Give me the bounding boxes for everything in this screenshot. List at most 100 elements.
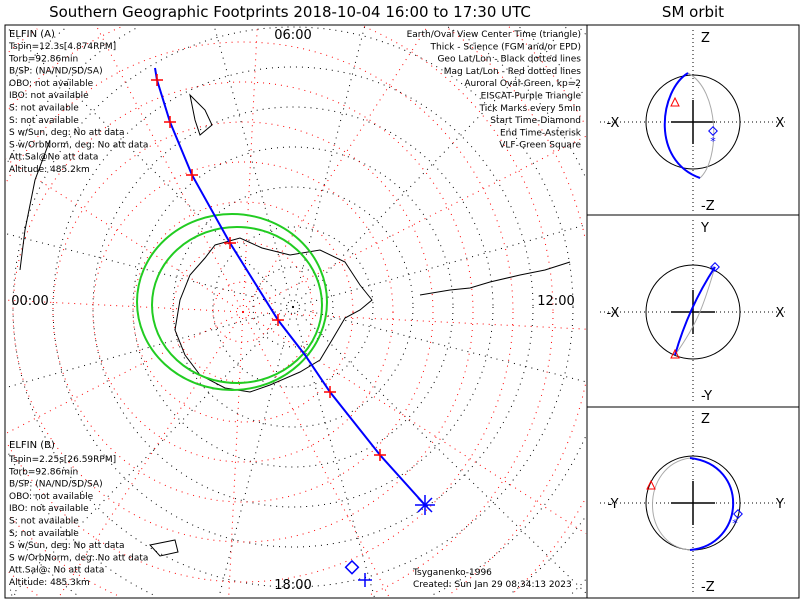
model-label: Tsyganenko-1996 (412, 568, 492, 578)
start-diamond-icon (708, 126, 718, 136)
mag-longitude-line (58, 311, 244, 598)
legend-item: Mag Lat/Lon - Red dotted lines (444, 67, 582, 77)
axis-label-left: -X (607, 306, 620, 321)
axis-label-bottom: -Y (701, 389, 712, 404)
legend-item: Start Time-Diamond (490, 116, 581, 126)
view-center-triangle-icon (670, 348, 680, 359)
axis-label-right: Y (775, 497, 784, 512)
elfin-a-name: ELFIN (A) (9, 29, 55, 40)
info-line: S w/Sun, deg: No att data (9, 128, 124, 138)
auroral-oval-outer (136, 213, 328, 391)
earth-circle (645, 264, 741, 360)
mag-longitude-line (242, 25, 429, 313)
end-asterisk-icon: * (732, 517, 738, 530)
geo-longitude-line (5, 26, 294, 308)
legend-item: Thick - Science (FGM and/or EPD) (430, 42, 581, 52)
info-line: S: not available (9, 116, 79, 126)
start-diamond-icon (710, 262, 720, 272)
start-diamond-icon (733, 509, 743, 519)
time-label-top: 06:00 (274, 28, 311, 43)
legend: Earth/Oval View Center Time (triangle) Th… (407, 30, 582, 151)
australia-coastline (19, 139, 51, 271)
end-time-asterisk (415, 495, 435, 515)
geo-grid (5, 25, 587, 598)
geo-longitude-line (292, 306, 587, 383)
mag-latitude-circle (52, 121, 434, 503)
mag-longitude-line (95, 25, 244, 313)
geo-longitude-line (5, 233, 294, 308)
mag-longitude-line (242, 135, 587, 313)
info-line: OBO: not available (9, 492, 94, 502)
sm-orbit-panel-2: * Y -Y -X X (600, 220, 787, 404)
info-line: S w/OrbNorm, deg: No att data (9, 553, 148, 563)
antarctica-coastline (174, 237, 373, 393)
south-america-coastline (419, 261, 571, 296)
geo-longitude-line (213, 25, 294, 308)
axis-label-top: Y (700, 221, 709, 236)
mag-latitude-circle (172, 241, 314, 383)
view-center-triangle-icon (646, 479, 656, 490)
info-line: B/SP: (NA/ND/SD/SA) (9, 480, 103, 490)
axis-label-top: Z (701, 412, 710, 427)
sm-orbit-frame (586, 24, 800, 599)
orbit-front (689, 457, 735, 551)
info-line: S w/Sun, deg: No att data (9, 541, 124, 551)
info-line: Att.Sal@: No att data (9, 566, 104, 576)
newzealand-coastline (189, 93, 213, 136)
start-time-diamond (344, 559, 360, 575)
elfin-b-name: ELFIN (B) (9, 440, 55, 451)
earth-circle (645, 74, 741, 170)
elfin-a-track (154, 67, 426, 506)
orbit-front (663, 72, 701, 179)
axis-label-left: -Y (607, 497, 618, 512)
auroral-oval-inner (151, 226, 323, 384)
elfin-b-info: ELFIN (B) Tspin=2.25s[26.59RPM] Torb=92.8… (8, 440, 148, 588)
axis-label-top: Z (701, 31, 710, 46)
mag-latitude-circle (508, 26, 585, 593)
sm-orbit-panel-1: * Z -Z -X X (600, 30, 787, 214)
geo-longitude-line (292, 306, 587, 594)
legend-item: Tick Marks every 5min (479, 104, 581, 114)
figure-title: Southern Geographic Footprints 2018-10-0… (49, 3, 531, 21)
info-line: Att.Sal@No att data (9, 153, 98, 163)
legend-item: End Time-Asterisk (500, 128, 582, 138)
axis-label-right: X (776, 116, 785, 131)
end-asterisk-icon: * (710, 264, 716, 277)
legend-item: Earth/Oval View Center Time (triangle) (407, 30, 581, 40)
orbit-back (674, 266, 716, 356)
mag-latitude-circle (8, 28, 586, 596)
view-center-triangle-icon (670, 96, 680, 107)
created-timestamp: Created: Sun Jan 29 08:34:13 2023 (413, 580, 572, 590)
mag-longitude-line (5, 158, 244, 313)
mag-longitude-line (242, 311, 587, 535)
info-line: S: not available (9, 529, 79, 539)
time-label-right: 12:00 (537, 294, 574, 309)
legend-item: EISCAT-Purple Triangle (481, 92, 582, 102)
geo-longitude-line (292, 25, 366, 308)
info-line: IBO: not available (9, 91, 89, 101)
mag-longitude-line (228, 311, 244, 598)
axis-label-right: X (776, 306, 785, 321)
africa-coastline (149, 539, 179, 557)
legend-item: VLF-Green Square (499, 141, 581, 151)
orbit-back (652, 457, 691, 551)
orbit-front (674, 266, 716, 356)
mag-grid (5, 25, 587, 598)
info-line: Torb=92.86min (8, 54, 78, 64)
orbit-back (687, 72, 715, 179)
end-asterisk-icon: * (710, 135, 716, 148)
geo-longitude-line (292, 306, 375, 598)
mag-latitude-circle (8, 26, 554, 596)
track-tick-marks (151, 74, 386, 461)
time-label-left: 00:00 (11, 294, 48, 309)
mag-longitude-line (242, 311, 390, 598)
time-label-bottom: 18:00 (274, 578, 311, 593)
legend-item: Auroral Oval-Green, kp=2 (464, 79, 581, 89)
sm-orbit-panel-3: * Z -Z -Y Y (600, 411, 787, 595)
elfin-a-info: ELFIN (A) Tspin=12.3s[4.874RPM] Torb=92.8… (8, 29, 148, 175)
mag-latitude-circle (132, 201, 354, 423)
axis-label-bottom: -Z (701, 580, 715, 595)
info-line: Torb=92.86min (8, 467, 78, 477)
info-line: B/SP: (NA/ND/SD/SA) (9, 67, 103, 77)
